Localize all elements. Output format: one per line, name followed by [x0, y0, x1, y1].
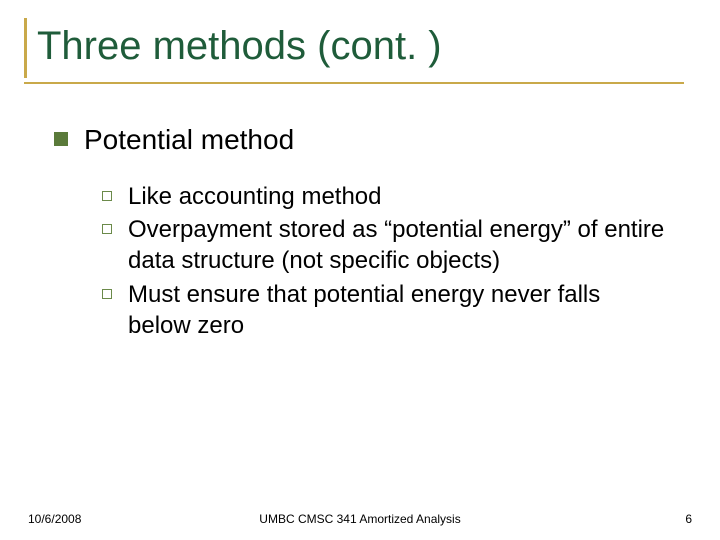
bullet-level2: Like accounting method: [102, 181, 666, 212]
level2-text: Must ensure that potential energy never …: [128, 279, 666, 341]
level2-group: Like accounting method Overpayment store…: [54, 175, 666, 341]
slide-title: Three methods (cont. ): [37, 18, 684, 78]
slide-body: Potential method Like accounting method …: [24, 78, 696, 341]
level2-text: Overpayment stored as “potential energy”…: [128, 214, 666, 276]
hollow-square-bullet-icon: [102, 289, 112, 299]
slide-footer: 10/6/2008 UMBC CMSC 341 Amortized Analys…: [0, 512, 720, 526]
bullet-level1: Potential method: [54, 122, 666, 157]
level2-text: Like accounting method: [128, 181, 382, 212]
level1-text: Potential method: [84, 122, 294, 157]
footer-date: 10/6/2008: [28, 512, 128, 526]
hollow-square-bullet-icon: [102, 191, 112, 201]
hollow-square-bullet-icon: [102, 224, 112, 234]
bullet-level2: Overpayment stored as “potential energy”…: [102, 214, 666, 276]
square-bullet-icon: [54, 132, 68, 146]
bullet-level2: Must ensure that potential energy never …: [102, 279, 666, 341]
slide: Three methods (cont. ) Potential method …: [0, 0, 720, 540]
footer-course: UMBC CMSC 341 Amortized Analysis: [128, 512, 592, 526]
title-container: Three methods (cont. ): [24, 18, 684, 78]
footer-page-number: 6: [592, 512, 692, 526]
